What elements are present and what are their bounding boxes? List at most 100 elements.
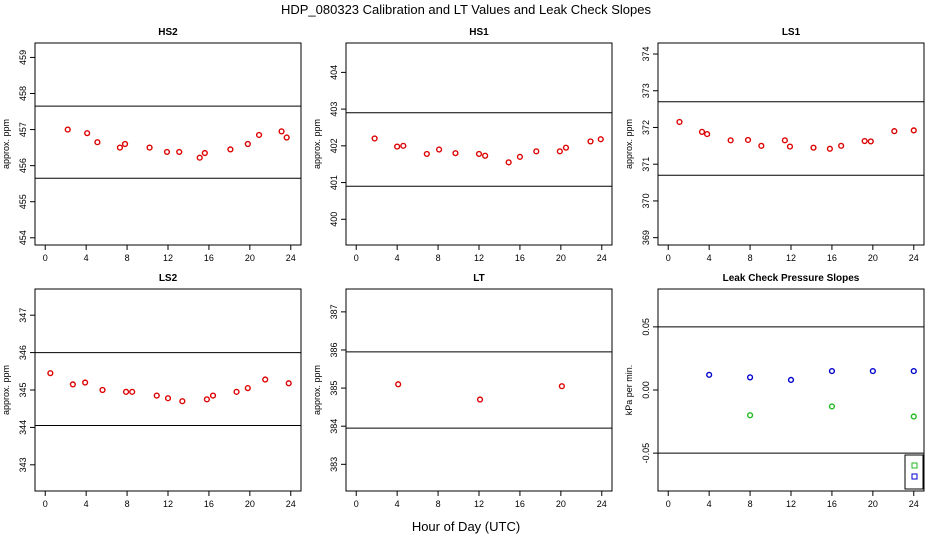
data-point-hs2	[64, 126, 71, 133]
y-tick-label: 387	[329, 304, 339, 319]
data-point-hs1	[597, 136, 604, 143]
data-point-ls2	[99, 386, 106, 394]
y-axis-label: approx. ppm	[1, 119, 11, 169]
legend-box	[904, 454, 924, 490]
data-point-hs2	[244, 140, 251, 148]
data-point-blue	[746, 374, 754, 381]
data-point-hs1	[394, 143, 401, 150]
x-tick-label: 12	[474, 253, 484, 263]
y-tick-label: 345	[18, 382, 28, 397]
data-point-hs2	[196, 154, 203, 161]
y-tick-label: 454	[18, 230, 28, 245]
data-point-blue	[828, 367, 836, 375]
x-tick-label: 4	[84, 499, 89, 509]
data-point-hs1	[516, 153, 524, 160]
panel-title: Leak Check Pressure Slopes	[723, 273, 860, 284]
data-point-ls1	[727, 137, 734, 144]
data-point-hs2	[121, 140, 129, 148]
x-tick-label: 8	[436, 499, 441, 509]
y-tick-label: 374	[641, 47, 651, 62]
x-tick-label: 0	[666, 253, 671, 263]
data-point-hs2	[201, 149, 208, 157]
y-axis-label: approx. ppm	[312, 119, 322, 169]
y-tick-label: 384	[329, 419, 339, 434]
y-tick-label: 402	[329, 138, 339, 153]
y-tick-label: 0.05	[641, 318, 651, 336]
panel-hs2: HS2 approx. ppm 0 4 8 12 16 20 24 454 455 456 457 458…	[1, 27, 302, 263]
x-tick-label: 12	[163, 253, 173, 263]
panel-title: LS2	[159, 273, 178, 284]
x-tick-label: 4	[395, 499, 400, 509]
data-point-ls2	[164, 395, 172, 402]
data-point-ls1	[891, 128, 898, 135]
data-point-hs2	[94, 139, 101, 146]
panel-title: LT	[473, 273, 484, 284]
data-point-lt	[558, 383, 565, 390]
panel-ls2: LS2 approx. ppm 0 4 8 12 16 20 24 343 344 345 346 347	[1, 273, 302, 509]
x-tick-label: 12	[163, 499, 173, 509]
data-point-hs1	[562, 144, 570, 151]
data-point-ls2	[262, 376, 269, 383]
data-point-lt	[395, 381, 402, 388]
x-tick-label: 20	[868, 499, 878, 509]
data-point-hs1	[533, 148, 540, 155]
data-point-ls1	[704, 130, 711, 138]
x-tick-label: 20	[868, 253, 878, 263]
data-point-hs2	[84, 130, 91, 137]
x-tick-label: 8	[125, 499, 130, 509]
y-tick-label: 401	[329, 175, 339, 190]
x-tick-label: 24	[909, 499, 919, 509]
x-tick-label: 20	[245, 253, 255, 263]
panel-title: LS1	[782, 27, 801, 38]
x-tick-label: 0	[354, 253, 359, 263]
x-tick-label: 24	[286, 253, 296, 263]
data-point-ls1	[838, 142, 845, 149]
x-tick-label: 16	[204, 253, 214, 263]
x-tick-label: 24	[597, 499, 607, 509]
x-tick-label: 4	[707, 499, 712, 509]
x-tick-label: 16	[827, 253, 837, 263]
y-tick-label: 385	[329, 381, 339, 396]
data-point-green	[746, 412, 754, 419]
y-tick-label: 370	[641, 193, 651, 208]
data-point-hs1	[452, 150, 459, 157]
y-tick-label: 455	[18, 194, 28, 209]
x-tick-label: 24	[909, 253, 919, 263]
x-tick-label: 8	[748, 253, 753, 263]
data-point-blue	[910, 367, 917, 375]
data-point-hs2	[116, 144, 124, 151]
y-tick-label: 346	[18, 345, 28, 360]
y-tick-label: 347	[18, 308, 28, 323]
data-point-hs1	[556, 148, 563, 155]
data-point-ls1	[867, 138, 874, 145]
x-tick-label: 4	[84, 253, 89, 263]
panel-lt: LT approx. ppm 0 4 8 12 16 20 24 383 384 385 386 387	[312, 273, 613, 509]
x-tick-label: 12	[786, 499, 796, 509]
y-axis-label: kPa per min.	[624, 365, 634, 416]
y-tick-label: 386	[329, 342, 339, 357]
plot-frame	[345, 288, 613, 492]
plot-frame	[34, 288, 302, 492]
panel-hs1: HS1 approx. ppm 0 4 8 12 16 20 24 400 401 402 403 404	[312, 27, 613, 263]
data-point-green	[828, 403, 836, 410]
x-tick-label: 12	[474, 499, 484, 509]
figure-title: HDP_080323 Calibration and LT Values and…	[281, 2, 652, 17]
data-point-hs2	[255, 131, 263, 139]
data-point-ls1	[810, 144, 817, 151]
data-point-hs1	[436, 146, 443, 153]
panels: HS2 approx. ppm 0 4 8 12 16 20 24 454 455 456 457 458…	[1, 27, 925, 509]
data-point-ls1	[758, 142, 765, 149]
data-point-ls2	[244, 385, 251, 392]
data-point-lt	[476, 396, 484, 403]
x-tick-label: 16	[515, 253, 525, 263]
plot-frame	[34, 42, 302, 246]
plot-frame	[345, 42, 613, 246]
x-tick-label: 20	[556, 499, 566, 509]
data-point-ls2	[233, 388, 240, 395]
data-point-hs1	[475, 150, 483, 158]
data-point-ls1	[781, 137, 788, 144]
x-tick-label: 0	[43, 253, 48, 263]
x-tick-label: 0	[666, 499, 671, 509]
data-point-blue	[706, 371, 713, 378]
